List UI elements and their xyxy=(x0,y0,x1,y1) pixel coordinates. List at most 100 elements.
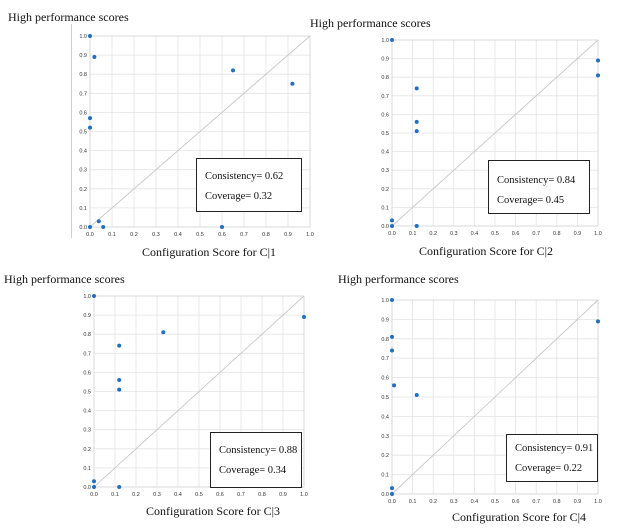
data-point xyxy=(117,485,122,489)
x-tick-label: 0.9 xyxy=(574,231,582,237)
x-tick-label: 0.3 xyxy=(152,232,160,238)
x-tick-label: 0.2 xyxy=(130,232,138,238)
x-tick-label: 0.0 xyxy=(90,492,98,498)
y-tick-label: 0.9 xyxy=(83,313,91,319)
chart-1: 0.0 0.0 0.1 0.1 0.2 0.2 0.3 0.3 0.4 0.4 0.5 0.5 0.6 0… xyxy=(72,26,322,241)
diagonal-line xyxy=(391,39,599,227)
y-tick-label: 0.3 xyxy=(79,168,87,174)
data-point xyxy=(596,73,600,78)
diagonal-line xyxy=(89,35,311,228)
data-point xyxy=(392,383,397,388)
x-tick-label: 0.9 xyxy=(574,499,582,505)
chart-2-consistency: Consistency= 0.84 xyxy=(497,175,576,186)
data-point xyxy=(414,86,419,91)
y-tick-label: 0.2 xyxy=(79,187,87,193)
x-tick-label: 0.7 xyxy=(237,492,245,498)
y-tick-label: 0.5 xyxy=(381,131,389,137)
x-tick-label: 0.5 xyxy=(491,231,499,237)
x-tick-label: 0.4 xyxy=(471,231,479,237)
plot-frame xyxy=(391,299,599,495)
chart-2-title: High performance scores xyxy=(310,16,431,30)
data-point xyxy=(390,38,394,42)
y-tick-label: 0.0 xyxy=(79,225,87,231)
y-tick-label: 0.1 xyxy=(381,205,389,211)
y-tick-label: 0.8 xyxy=(381,75,389,81)
data-point xyxy=(390,486,394,491)
y-tick-label: 0.6 xyxy=(83,370,91,376)
y-tick-label: 0.4 xyxy=(381,414,389,420)
y-tick-label: 0.9 xyxy=(79,53,87,59)
x-tick-label: 0.3 xyxy=(153,492,161,498)
data-point xyxy=(117,343,122,348)
chart-3-coverage: Coverage= 0.34 xyxy=(219,465,287,476)
data-point xyxy=(92,55,97,60)
data-point xyxy=(161,330,166,335)
x-tick-label: 1.0 xyxy=(300,492,308,498)
chart-3-consistency: Consistency= 0.88 xyxy=(219,445,298,456)
y-tick-label: 0.2 xyxy=(83,447,91,453)
x-tick-label: 0.8 xyxy=(258,492,266,498)
y-tick-label: 1.0 xyxy=(381,38,389,44)
chart-2-xlabel: Configuration Score for C|2 xyxy=(419,244,554,258)
x-tick-label: 0.0 xyxy=(388,231,396,237)
plot-frame xyxy=(93,295,305,488)
x-tick-label: 0.7 xyxy=(240,232,248,238)
data-point xyxy=(92,294,96,298)
data-point xyxy=(92,479,96,484)
y-tick-label: 0.3 xyxy=(381,168,389,174)
y-tick-label: 0.3 xyxy=(83,428,91,434)
data-point xyxy=(390,224,394,228)
x-tick-label: 0.1 xyxy=(108,232,116,238)
y-tick-label: 0.5 xyxy=(79,130,87,136)
chart-1-coverage: Coverage= 0.32 xyxy=(205,191,273,202)
chart-2: 0.0 0.0 0.1 0.1 0.2 0.2 0.3 0.3 0.4 0.4 0.5 0.5 0.6 0… xyxy=(374,30,610,240)
chart-1-left-rule xyxy=(71,24,72,238)
y-tick-label: 0.1 xyxy=(79,206,87,212)
y-tick-label: 0.2 xyxy=(381,187,389,193)
y-tick-label: 0.1 xyxy=(83,466,91,472)
y-tick-label: 1.0 xyxy=(381,298,389,304)
x-tick-label: 0.8 xyxy=(262,232,270,238)
x-tick-label: 1.0 xyxy=(594,499,602,505)
x-tick-label: 0.4 xyxy=(174,492,182,498)
chart-4-xlabel: Configuration Score for C|4 xyxy=(452,510,587,524)
y-tick-label: 0.1 xyxy=(381,473,389,479)
y-tick-label: 1.0 xyxy=(79,34,87,40)
plot-frame xyxy=(89,35,311,228)
data-point xyxy=(220,225,224,229)
x-tick-label: 0.6 xyxy=(216,492,224,498)
data-point xyxy=(596,58,600,63)
chart-1-stats-box: Consistency= 0.62 Coverage= 0.32 xyxy=(196,158,302,212)
y-tick-label: 0.8 xyxy=(79,72,87,78)
x-tick-label: 0.1 xyxy=(111,492,119,498)
data-point xyxy=(390,218,394,223)
x-tick-label: 0.8 xyxy=(553,231,561,237)
x-tick-label: 0.5 xyxy=(196,232,204,238)
data-point xyxy=(596,319,600,324)
x-tick-label: 0.3 xyxy=(450,499,458,505)
data-point xyxy=(414,129,419,134)
data-point xyxy=(390,334,394,339)
y-tick-label: 0.7 xyxy=(83,351,91,357)
chart-3-stats-box: Consistency= 0.88 Coverage= 0.34 xyxy=(210,432,302,488)
x-tick-label: 0.0 xyxy=(388,499,396,505)
y-tick-label: 0.8 xyxy=(381,337,389,343)
x-tick-label: 0.9 xyxy=(279,492,287,498)
y-tick-label: 0.4 xyxy=(79,149,87,155)
y-tick-label: 0.9 xyxy=(381,317,389,323)
chart-2-stats-box: Consistency= 0.84 Coverage= 0.45 xyxy=(488,160,590,214)
data-point xyxy=(96,219,101,224)
y-tick-label: 0.9 xyxy=(381,57,389,63)
y-tick-label: 0.0 xyxy=(381,224,389,230)
x-tick-label: 0.6 xyxy=(512,231,520,237)
y-tick-label: 0.7 xyxy=(381,94,389,100)
x-tick-label: 0.8 xyxy=(553,499,561,505)
x-tick-label: 1.0 xyxy=(306,232,314,238)
x-tick-label: 0.1 xyxy=(409,499,417,505)
chart-4-coverage: Coverage= 0.22 xyxy=(515,463,583,474)
plot-frame xyxy=(391,39,599,227)
data-point xyxy=(92,485,96,489)
x-tick-label: 0.6 xyxy=(218,232,226,238)
x-tick-label: 0.6 xyxy=(512,499,520,505)
data-point xyxy=(414,224,419,228)
